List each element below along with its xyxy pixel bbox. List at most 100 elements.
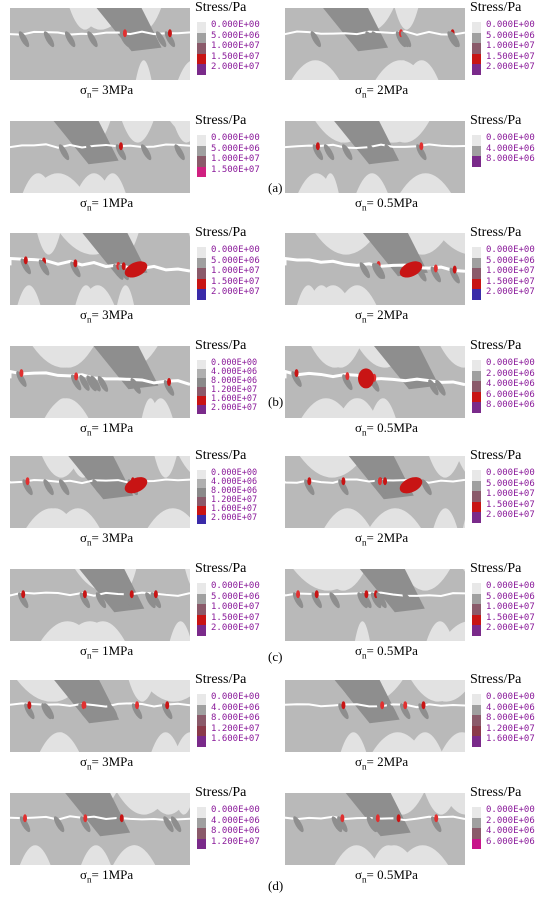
low-stress-region — [64, 621, 116, 641]
low-stress-region — [307, 285, 336, 305]
stress-lobe — [435, 379, 446, 396]
legend-swatch — [197, 479, 206, 488]
legend-level-label: 2.000E+07 — [486, 62, 535, 72]
legend-swatch — [472, 278, 481, 289]
stress-lobe — [449, 31, 460, 48]
stress-contour-plot — [285, 793, 465, 865]
low-stress-region — [147, 508, 190, 528]
legend-level-label: 0.000E+00 — [211, 805, 260, 815]
stress-panel: Stress/Pa 0.000E+00 5.000E+06 1.000E+07 1.50… — [10, 225, 280, 325]
legend-level-label: 1.500E+07 — [211, 51, 260, 62]
low-stress-region — [463, 569, 465, 572]
legend-level-label: 1.000E+07 — [486, 602, 535, 612]
legend-level-label: 1.500E+07 — [211, 612, 260, 623]
high-stress-band — [96, 8, 162, 52]
legend-level-label: 8.000E+06 — [211, 486, 258, 496]
stress-lobe — [163, 380, 175, 396]
legend-swatch — [197, 145, 206, 156]
legend-swatch — [197, 736, 206, 747]
stress-lobe — [150, 592, 162, 609]
legend-level-label: 0.000E+00 — [211, 358, 258, 368]
high-stress-band — [68, 456, 134, 500]
low-stress-region — [321, 346, 361, 368]
stress-lobe — [78, 703, 89, 720]
legend-swatch — [472, 257, 481, 268]
legend-swatch — [472, 480, 481, 491]
stress-lobe — [370, 592, 382, 609]
stress-lobe — [293, 816, 304, 833]
stress-contour-plot — [285, 233, 465, 305]
low-stress-region — [392, 60, 414, 80]
stress-concentration — [118, 142, 123, 151]
stress-lobe — [19, 816, 31, 833]
crack-path — [10, 591, 190, 597]
legend-level-label: 8.000E+06 — [211, 713, 260, 723]
stress-lobe — [384, 144, 395, 161]
legend-level-label: 5.000E+06 — [211, 255, 260, 266]
stress-concentration — [73, 259, 78, 268]
stress-concentration — [345, 372, 350, 381]
legend-title: Stress/Pa — [195, 561, 247, 576]
stress-concentration — [74, 372, 79, 381]
legend-level-label: 1.000E+07 — [486, 489, 535, 499]
legend-title: Stress/Pa — [470, 338, 522, 353]
legend-level-label: 1.200E+07 — [211, 836, 260, 847]
stress-panel: Stress/Pa 0.000E+00 5.000E+06 1.000E+07 1.50… — [285, 448, 550, 548]
legend-swatch — [197, 53, 206, 64]
legend-title: Stress/Pa — [470, 448, 522, 463]
legend-level-label: 8.000E+06 — [486, 713, 535, 723]
stress-lobe — [79, 374, 90, 391]
normal-stress-caption: σn= 0.5MPa — [355, 867, 418, 885]
legend-swatch — [197, 405, 206, 414]
peak-stress-zone — [358, 368, 374, 389]
legend-level-label: 1.600E+07 — [211, 394, 258, 404]
stress-lobe — [400, 31, 412, 48]
stress-lobe — [421, 479, 432, 496]
stress-lobe — [342, 374, 353, 391]
low-stress-region — [404, 60, 439, 80]
legend-level-label: 0.000E+00 — [211, 468, 258, 478]
legend-swatch — [472, 289, 481, 300]
stress-lobe — [145, 592, 156, 609]
stress-concentration — [433, 264, 438, 273]
legend-swatch — [197, 715, 206, 726]
stress-concentration — [419, 142, 424, 151]
stress-contour-plot — [285, 8, 465, 80]
normal-stress-value: 1MPa — [102, 867, 134, 882]
stress-concentration — [129, 590, 134, 599]
low-stress-region — [188, 233, 190, 237]
stress-lobe — [163, 816, 174, 833]
low-stress-region — [455, 793, 465, 809]
normal-stress-value: 0.5MPa — [377, 867, 418, 882]
legend-level-label: 0.000E+00 — [486, 581, 535, 591]
legend-level-label: 0.000E+00 — [211, 692, 260, 702]
stress-contour-plot — [10, 680, 190, 752]
stress-concentration — [167, 29, 172, 38]
low-stress-region — [426, 621, 454, 641]
low-stress-region — [441, 732, 465, 752]
legend-level-label: 0.000E+00 — [211, 245, 260, 255]
legend-title: Stress/Pa — [195, 338, 247, 353]
stress-lobe — [43, 31, 55, 48]
low-stress-region — [370, 398, 396, 418]
legend-level-label: 1.200E+07 — [211, 385, 258, 395]
low-stress-region — [81, 285, 115, 305]
legend-title: Stress/Pa — [470, 225, 522, 240]
stress-panel: Stress/Pa 0.000E+00 5.000E+06 1.000E+07 1.50… — [10, 113, 280, 213]
normal-stress-caption: σn= 1MPa — [80, 643, 134, 661]
stress-contour-plot — [285, 346, 465, 418]
legend-level-label: 2.000E+07 — [211, 403, 258, 413]
stress-panel: Stress/Pa 0.000E+00 2.000E+06 4.000E+06 6.00… — [285, 785, 550, 885]
stress-contour-plot — [10, 793, 190, 865]
legend-level-label: 5.000E+06 — [486, 478, 535, 489]
legend-level-label: 6.000E+06 — [486, 836, 535, 847]
legend-swatch — [197, 166, 206, 177]
stress-lobe — [24, 703, 35, 720]
stress-concentration — [21, 590, 26, 599]
stress-concentration — [165, 701, 170, 710]
high-stress-band — [334, 121, 400, 165]
legend-swatch — [472, 501, 481, 512]
low-stress-region — [446, 233, 465, 252]
stress-panel: Stress/Pa 0.000E+00 5.000E+06 1.000E+07 1.50… — [285, 225, 550, 325]
high-stress-band — [53, 121, 119, 165]
